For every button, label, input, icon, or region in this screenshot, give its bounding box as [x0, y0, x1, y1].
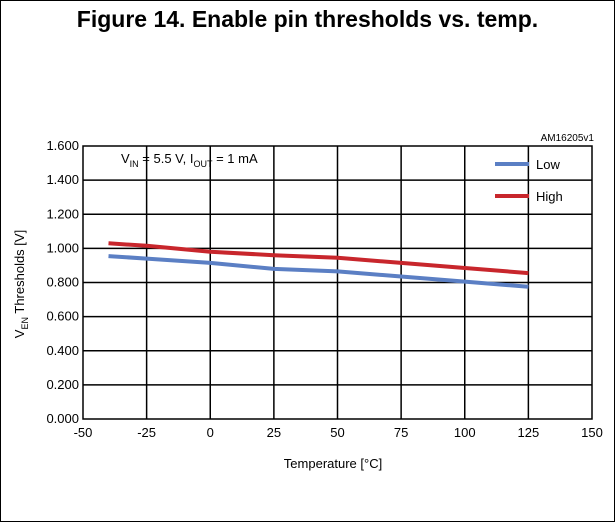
plot-area [82, 145, 593, 420]
grid [83, 146, 592, 419]
condition-i-sub: OUT [193, 159, 213, 169]
y-axis-label-sub: EN [20, 317, 30, 330]
y-tick-label: 0.600 [46, 309, 79, 324]
y-tick-label: 1.200 [46, 206, 79, 221]
figure-code: AM16205v1 [541, 133, 595, 144]
y-tick-label: 1.000 [46, 240, 79, 255]
legend-label-high: High [536, 189, 563, 204]
series-line-high [108, 241, 529, 276]
y-axis-label: VEN Thresholds [V] [12, 230, 30, 338]
x-tick-label: 0 [207, 425, 214, 440]
x-tick-label: 150 [581, 425, 603, 440]
y-tick-label: 1.600 [46, 138, 79, 153]
x-tick-label: 50 [330, 425, 344, 440]
x-tick-label: 100 [454, 425, 476, 440]
x-tick-label: 25 [267, 425, 281, 440]
condition-label: VIN = 5.5 V, IOUT = 1 mA [121, 151, 258, 169]
x-tick-label: -50 [74, 425, 93, 440]
y-tick-label: 0.400 [46, 343, 79, 358]
x-tick-label: 125 [518, 425, 540, 440]
x-axis-label: Temperature [°C] [284, 456, 382, 471]
series-layer [108, 241, 529, 289]
tick-labels: -50 -25 0 25 50 75 100 125 150 0.000 0.200 0.400 0.6… [46, 138, 602, 440]
y-tick-label: 0.800 [46, 275, 79, 290]
y-tick-label: 0.200 [46, 377, 79, 392]
legend-label-low: Low [536, 157, 560, 172]
x-tick-label: 75 [394, 425, 408, 440]
figure-title: Figure 14. Enable pin thresholds vs. tem… [76, 6, 539, 32]
condition-v-sub: IN [130, 159, 139, 169]
y-tick-label: 1.400 [46, 172, 79, 187]
x-tick-label: -25 [137, 425, 156, 440]
legend: Low High [495, 157, 563, 204]
y-tick-label: 0.000 [46, 411, 79, 426]
series-line-low [108, 254, 529, 289]
